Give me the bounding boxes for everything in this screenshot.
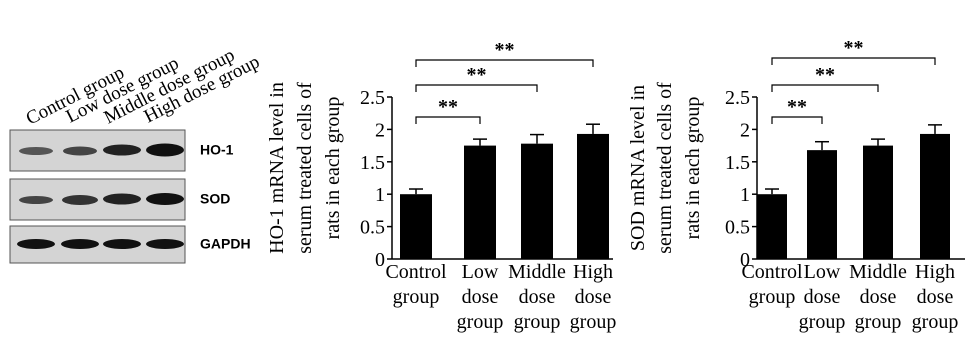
band	[17, 239, 55, 249]
significance-label: **	[815, 64, 835, 86]
y-tick-label: 2	[375, 119, 385, 141]
x-tick-label: dose	[575, 286, 612, 308]
bar	[920, 134, 950, 259]
y-tick-label: 2	[740, 119, 750, 141]
y-axis-label: rats in each group	[322, 97, 344, 240]
western-blot: Control group Low dose group Middle dose…	[10, 45, 263, 263]
significance-bracket	[772, 58, 935, 65]
x-tick-label: group	[514, 311, 561, 333]
y-axis-label: rats in each group	[682, 97, 704, 240]
y-axis-label: serum treated cells of	[654, 82, 676, 254]
bar	[521, 144, 553, 259]
significance-label: **	[787, 96, 807, 118]
row-label: GAPDH	[200, 236, 251, 252]
bar	[807, 150, 837, 259]
band	[103, 239, 141, 249]
y-tick-label: 2.5	[725, 87, 750, 109]
bar	[400, 194, 432, 259]
x-tick-label: group	[799, 311, 846, 333]
y-axis-label: HO-1 mRNA level in	[266, 82, 288, 254]
x-tick-label: High	[915, 261, 955, 283]
x-tick-label: group	[749, 286, 796, 308]
row-label: HO-1	[200, 142, 234, 158]
significance-bracket	[416, 60, 593, 67]
y-tick-label: 2.5	[360, 87, 385, 109]
y-tick-label: 0.5	[360, 217, 385, 239]
bar	[464, 146, 496, 259]
band	[146, 193, 184, 205]
bar	[577, 134, 609, 259]
x-tick-label: group	[393, 286, 440, 308]
significance-bracket	[772, 117, 822, 124]
x-tick-label: Low	[804, 261, 841, 283]
x-tick-label: group	[457, 311, 504, 333]
x-tick-label: dose	[917, 286, 954, 308]
band	[146, 144, 184, 157]
y-tick-label: 1	[740, 184, 750, 206]
x-tick-label: group	[570, 311, 617, 333]
y-tick-label: 1	[375, 184, 385, 206]
significance-label: **	[495, 39, 515, 61]
row-label: SOD	[200, 191, 230, 207]
band	[146, 239, 184, 249]
band	[19, 147, 53, 155]
x-tick-label: group	[912, 311, 959, 333]
significance-label: **	[467, 64, 487, 86]
band	[62, 195, 98, 205]
x-tick-label: High	[573, 261, 613, 283]
y-tick-label: 1.5	[360, 152, 385, 174]
y-axis-label: serum treated cells of	[294, 82, 316, 254]
x-tick-label: Control	[741, 261, 803, 283]
x-tick-label: Low	[462, 261, 499, 283]
significance-bracket	[772, 85, 878, 92]
significance-label: **	[438, 96, 458, 118]
band	[19, 196, 53, 204]
x-tick-label: dose	[462, 286, 499, 308]
band	[61, 239, 99, 249]
band	[63, 147, 97, 156]
bar	[757, 194, 787, 259]
x-tick-label: group	[855, 311, 902, 333]
x-tick-label: dose	[860, 286, 897, 308]
significance-bracket	[416, 85, 537, 92]
band	[103, 194, 141, 205]
x-tick-label: Middle	[849, 261, 907, 283]
y-tick-label: 0	[375, 249, 385, 271]
x-tick-label: Middle	[508, 261, 566, 283]
y-axis-label: SOD mRNA level in	[627, 85, 649, 251]
figure: Control group Low dose group Middle dose…	[0, 0, 974, 349]
significance-label: **	[844, 37, 864, 59]
band	[103, 145, 141, 156]
y-tick-label: 1.5	[725, 152, 750, 174]
y-tick-label: 0.5	[725, 217, 750, 239]
x-tick-label: dose	[804, 286, 841, 308]
bar	[863, 146, 893, 259]
x-tick-label: Control	[385, 261, 447, 283]
significance-bracket	[416, 117, 480, 124]
x-tick-label: dose	[519, 286, 556, 308]
